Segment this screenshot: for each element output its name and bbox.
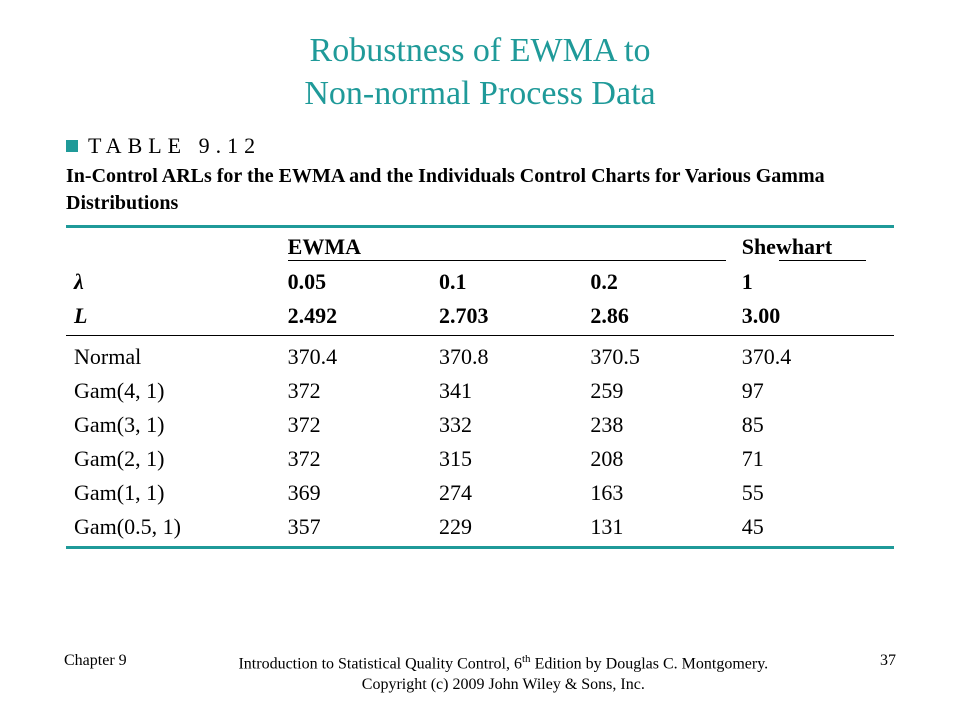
dist-cell: Gam(0.5, 1) [66, 510, 280, 544]
table-caption: In-Control ARLs for the EWMA and the Ind… [66, 163, 826, 217]
dist-cell: Normal [66, 340, 280, 374]
footer-center-line2: Copyright (c) 2009 John Wiley & Sons, In… [362, 676, 645, 693]
value-cell: 357 [280, 510, 431, 544]
header-shewhart-label: Shewhart [742, 234, 832, 259]
table-header-groups: EWMA Shewhart [66, 230, 894, 265]
table-block: TABLE 9.12 In-Control ARLs for the EWMA … [66, 133, 894, 549]
lambda-symbol: λ [74, 269, 84, 294]
slide-footer: Chapter 9 Introduction to Statistical Qu… [0, 652, 960, 696]
rule-mid-row [66, 333, 894, 340]
value-cell: 370.8 [431, 340, 582, 374]
table-lambda-row: λ 0.05 0.1 0.2 1 [66, 265, 894, 299]
footer-center: Introduction to Statistical Quality Cont… [127, 652, 880, 696]
header-ewma: EWMA [280, 230, 734, 265]
value-cell: 341 [431, 374, 582, 408]
rule-top [66, 225, 894, 228]
value-cell: 131 [582, 510, 733, 544]
table-L-row: L 2.492 2.703 2.86 3.00 [66, 299, 894, 333]
bullet-square-icon [66, 140, 78, 152]
shewhart-cell: 55 [734, 476, 894, 510]
value-cell: 229 [431, 510, 582, 544]
value-cell: 238 [582, 408, 733, 442]
footer-left: Chapter 9 [64, 652, 127, 670]
slide: Robustness of EWMA to Non-normal Process… [0, 0, 960, 720]
footer-center-pre: Introduction to Statistical Quality Cont… [238, 655, 522, 672]
table-label-row: TABLE 9.12 [66, 133, 894, 159]
header-shewhart: Shewhart [734, 230, 894, 265]
shewhart-cell: 45 [734, 510, 894, 544]
table-number-label: TABLE 9.12 [88, 133, 261, 159]
header-shewhart-underline [779, 260, 866, 261]
title-line-1: Robustness of EWMA to [310, 32, 651, 69]
L-val-2: 2.86 [582, 299, 733, 333]
data-table: EWMA Shewhart λ 0.05 0.1 0.2 1 L 2.492 [66, 230, 894, 544]
footer-right: 37 [880, 652, 896, 670]
title-line-2: Non-normal Process Data [304, 75, 655, 112]
shewhart-cell: 85 [734, 408, 894, 442]
shewhart-lambda: 1 [734, 265, 894, 299]
dist-cell: Gam(1, 1) [66, 476, 280, 510]
table-row: Gam(2, 1)37231520871 [66, 442, 894, 476]
value-cell: 370.4 [280, 340, 431, 374]
value-cell: 259 [582, 374, 733, 408]
value-cell: 369 [280, 476, 431, 510]
footer-center-sup: th [522, 653, 531, 665]
value-cell: 370.5 [582, 340, 733, 374]
table-row: Gam(1, 1)36927416355 [66, 476, 894, 510]
value-cell: 332 [431, 408, 582, 442]
shewhart-cell: 370.4 [734, 340, 894, 374]
L-val-0: 2.492 [280, 299, 431, 333]
value-cell: 163 [582, 476, 733, 510]
L-symbol: L [74, 303, 87, 328]
table-row: Normal370.4370.8370.5370.4 [66, 340, 894, 374]
dist-cell: Gam(4, 1) [66, 374, 280, 408]
value-cell: 372 [280, 442, 431, 476]
lambda-val-1: 0.1 [431, 265, 582, 299]
value-cell: 315 [431, 442, 582, 476]
value-cell: 274 [431, 476, 582, 510]
header-ewma-underline [288, 260, 726, 261]
rule-mid [66, 335, 894, 336]
table-row: Gam(3, 1)37233223885 [66, 408, 894, 442]
value-cell: 208 [582, 442, 733, 476]
slide-title: Robustness of EWMA to Non-normal Process… [60, 30, 900, 115]
footer-center-post: Edition by Douglas C. Montgomery. [531, 655, 769, 672]
dist-cell: Gam(3, 1) [66, 408, 280, 442]
rule-bottom [66, 546, 894, 549]
lambda-val-2: 0.2 [582, 265, 733, 299]
value-cell: 372 [280, 374, 431, 408]
table-row: Gam(4, 1)37234125997 [66, 374, 894, 408]
table-row: Gam(0.5, 1)35722913145 [66, 510, 894, 544]
shewhart-L: 3.00 [734, 299, 894, 333]
L-val-1: 2.703 [431, 299, 582, 333]
lambda-val-0: 0.05 [280, 265, 431, 299]
value-cell: 372 [280, 408, 431, 442]
header-ewma-label: EWMA [288, 234, 361, 259]
shewhart-cell: 71 [734, 442, 894, 476]
dist-cell: Gam(2, 1) [66, 442, 280, 476]
shewhart-cell: 97 [734, 374, 894, 408]
